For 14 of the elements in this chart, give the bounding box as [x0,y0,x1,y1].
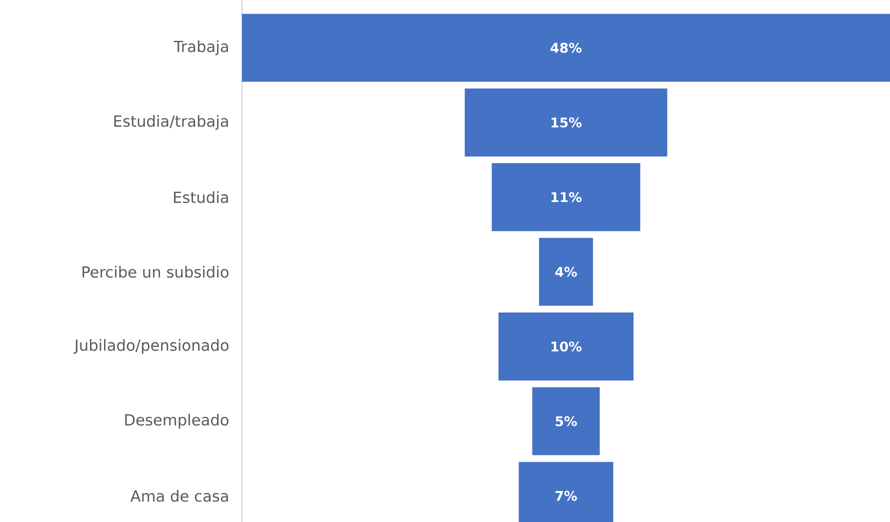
data-label: 11% [552,192,582,202]
category-label: Desempleado [125,414,228,429]
data-label: 10% [552,341,582,352]
category-label: Jubilado/pensionado [74,339,228,354]
data-label: 48% [550,42,582,53]
data-label: 5% [556,416,577,426]
data-label: 7% [556,490,577,501]
data-label: 15% [552,117,582,128]
category-label: Ama de casa [130,490,228,502]
category-label: Percibe un subsidio [82,266,228,278]
category-label: Estudia [174,191,228,204]
category-label: Estudia/trabaja [114,115,228,130]
category-label: Trabaja [174,40,228,56]
data-label: 4% [555,266,577,277]
